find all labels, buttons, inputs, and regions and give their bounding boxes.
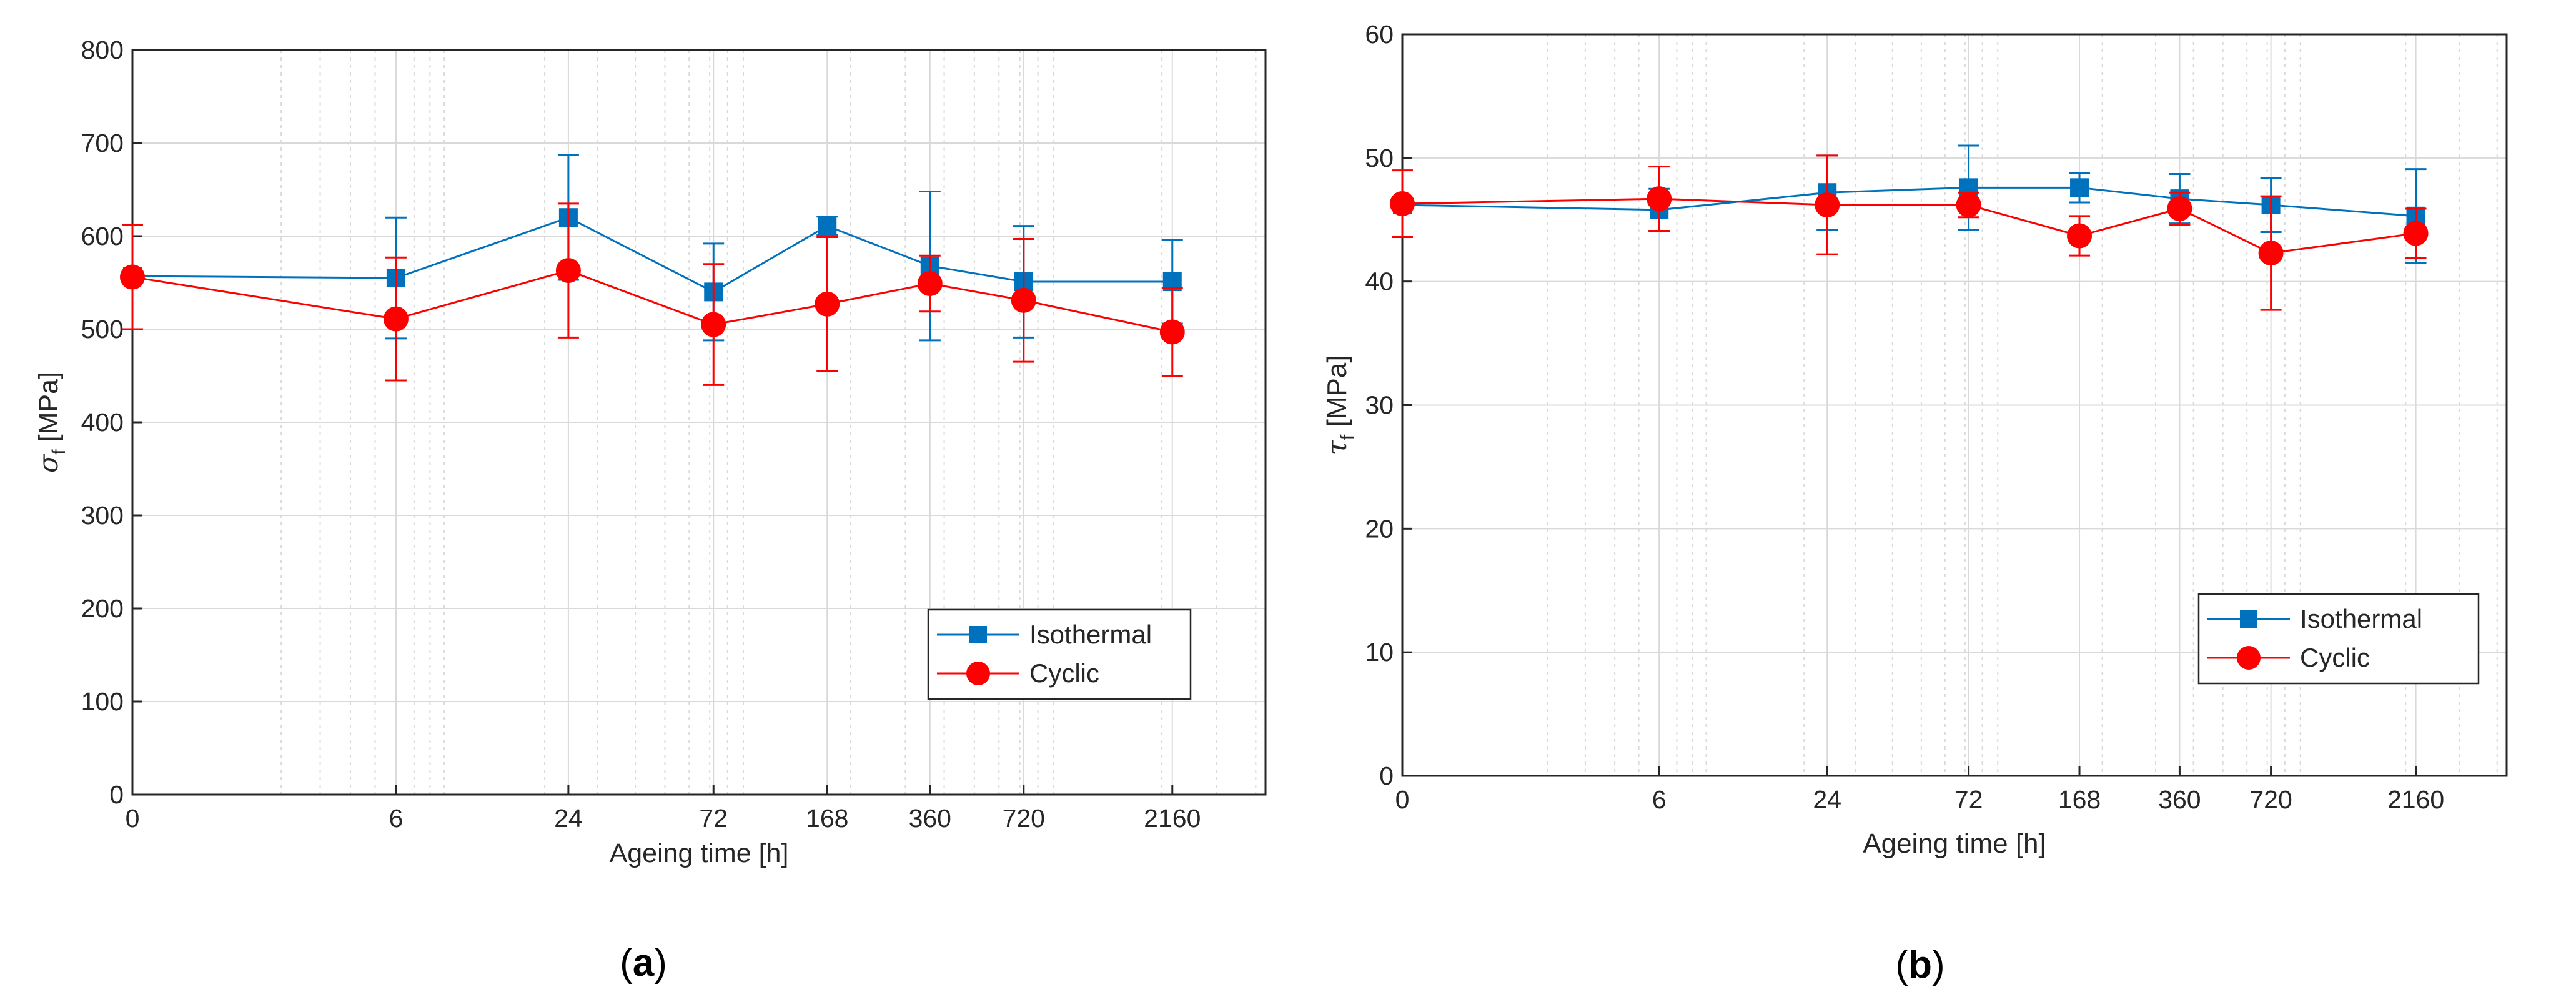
- y-tick-label: 800: [81, 36, 124, 64]
- y-tick-label: 0: [1379, 761, 1394, 790]
- y-tick-label: 400: [81, 408, 124, 437]
- point-isothermal: [818, 216, 837, 236]
- y-axis-label: τf [MPa]: [1321, 355, 1358, 455]
- x-tick-label: 72: [1954, 785, 1983, 814]
- line-isothermal: [1402, 186, 2416, 217]
- y-tick-label: 700: [81, 129, 124, 157]
- y-tick-label: 100: [81, 687, 124, 716]
- y-tick-label: 50: [1365, 144, 1394, 172]
- series-cyclic: [120, 202, 1185, 386]
- x-tick-label: 2160: [1144, 804, 1201, 833]
- point-cyclic: [917, 270, 943, 296]
- y-tick-label: 60: [1365, 20, 1394, 49]
- point-cyclic: [1647, 186, 1672, 212]
- y-tick-label: 0: [109, 780, 124, 809]
- x-tick-label: 24: [1813, 785, 1841, 814]
- point-cyclic: [1390, 191, 1415, 217]
- grid-lines: [132, 50, 1266, 795]
- legend-box: [927, 608, 1192, 700]
- y-tick-label: 40: [1365, 267, 1394, 296]
- legend-label-cyclic: Cyclic: [1029, 658, 1099, 688]
- point-cyclic: [383, 306, 409, 332]
- x-tick-label: 72: [699, 804, 728, 833]
- point-cyclic: [555, 258, 581, 284]
- y-tick-label: 500: [81, 315, 124, 344]
- y-tick-label: 200: [81, 594, 124, 623]
- legend-marker-isothermal: [2240, 610, 2257, 628]
- point-cyclic: [1815, 192, 1840, 218]
- point-cyclic: [2258, 241, 2284, 266]
- legend-label-cyclic: Cyclic: [2300, 643, 2370, 672]
- legend-marker-isothermal: [969, 626, 987, 643]
- legend-marker-cyclic: [966, 662, 990, 685]
- x-tick-label: 360: [2158, 785, 2201, 814]
- legend-label-isothermal: Isothermal: [1029, 620, 1152, 649]
- y-tick-label: 300: [81, 501, 124, 530]
- x-tick-label: 720: [2249, 785, 2292, 814]
- x-axis-label: Ageing time [h]: [610, 838, 789, 868]
- point-cyclic: [2167, 196, 2192, 221]
- point-cyclic: [701, 312, 726, 337]
- y-tick-label: 20: [1365, 514, 1394, 543]
- x-tick-label: 6: [1652, 785, 1667, 814]
- x-tick-label: 168: [806, 804, 848, 833]
- x-tick-label: 0: [126, 804, 140, 833]
- panel-label: (a): [620, 941, 667, 985]
- y-tick-label: 10: [1365, 638, 1394, 667]
- x-tick-label: 2160: [2387, 785, 2444, 814]
- legend: Isothermal Cyclic: [927, 608, 1192, 700]
- chart-a: 0 6 24 72 168 360 720 2160 0 100 200 300 400 500 600 70…: [33, 36, 1267, 985]
- x-tick-label: 0: [1395, 785, 1410, 814]
- legend-label-isothermal: Isothermal: [2300, 604, 2422, 633]
- point-cyclic: [1159, 319, 1185, 345]
- line-cyclic: [1402, 197, 2416, 254]
- x-tick-label: 24: [554, 804, 583, 833]
- x-tick-label: 720: [1003, 804, 1045, 833]
- line-cyclic: [132, 269, 1173, 333]
- x-tick-label: 360: [909, 804, 951, 833]
- point-cyclic: [2067, 223, 2093, 249]
- panel-label: (b): [1895, 943, 1944, 986]
- x-tick-label: 6: [389, 804, 403, 833]
- x-axis-label: Ageing time [h]: [1863, 828, 2046, 859]
- point-cyclic: [815, 291, 840, 317]
- y-axis-label: σf [MPa]: [33, 372, 69, 473]
- legend-marker-cyclic: [2237, 646, 2261, 670]
- series-cyclic: [1390, 154, 2429, 311]
- point-cyclic: [1956, 192, 1981, 218]
- point-isothermal: [2070, 178, 2089, 197]
- x-tick-label: 168: [2058, 785, 2101, 814]
- legend: Isothermal Cyclic: [2197, 593, 2480, 685]
- y-tick-label: 600: [81, 222, 124, 250]
- point-cyclic: [2403, 221, 2429, 246]
- line-isothermal: [132, 216, 1172, 294]
- point-cyclic: [120, 264, 145, 290]
- chart-b: 0 6 24 72 168 360 720 2160 0 10 20 30 40 50 60 Ageing t…: [1321, 20, 2508, 986]
- point-cyclic: [1011, 287, 1036, 313]
- y-tick-label: 30: [1365, 391, 1394, 420]
